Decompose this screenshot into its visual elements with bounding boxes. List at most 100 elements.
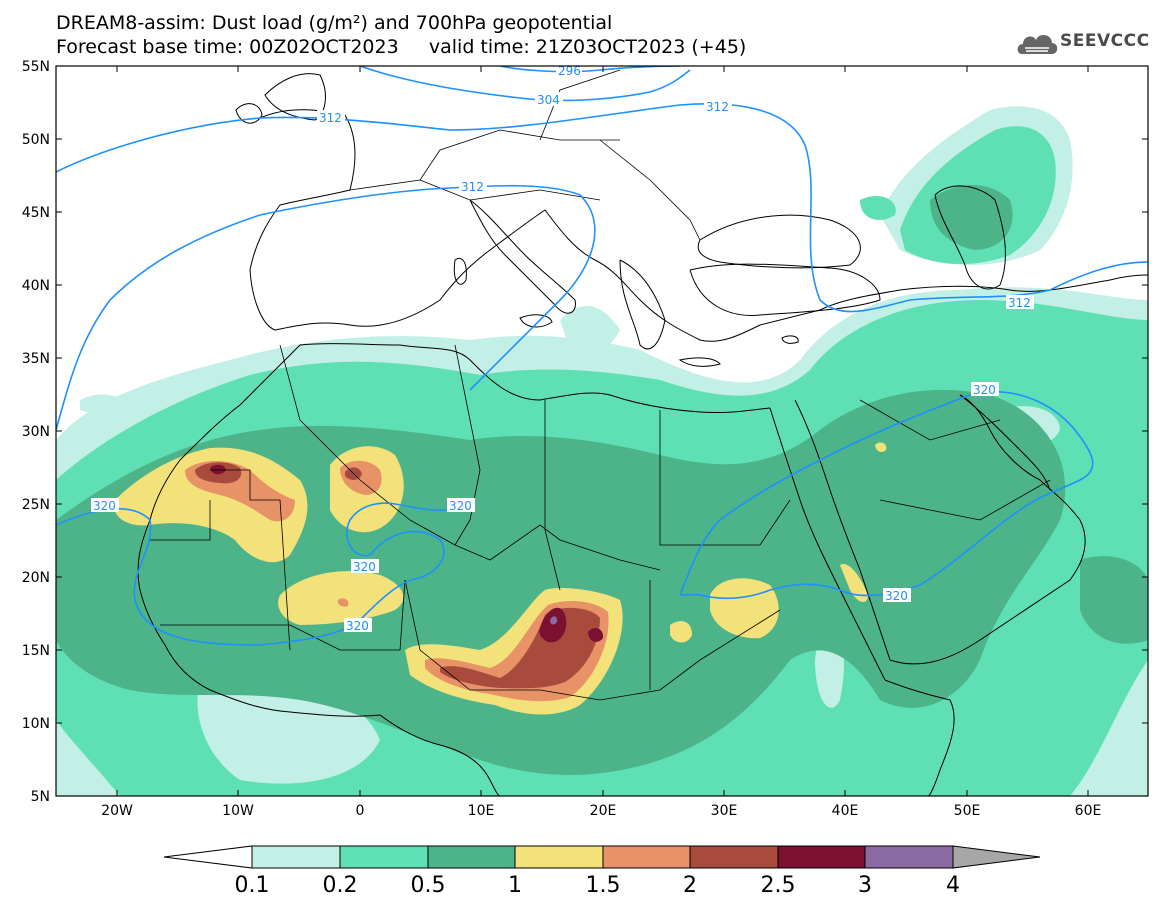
lat-label: 25N	[22, 497, 50, 513]
title-line-2: Forecast base time: 00Z02OCT2023 valid t…	[56, 36, 746, 58]
coastline-black-sea	[697, 214, 861, 269]
latitude-labels: 55N 50N 45N 40N 35N 30N 25N 20N 15N 10N …	[22, 59, 50, 805]
dust-level-2.5	[539, 607, 567, 643]
dust-level-1	[278, 571, 404, 625]
coastline-west-africa	[137, 404, 381, 717]
colorbar-label: 2.5	[761, 873, 796, 898]
lon-label: 10E	[468, 803, 495, 819]
lon-label: 50E	[954, 803, 981, 819]
axis-ticks	[56, 65, 1148, 797]
coastlines	[137, 73, 1148, 796]
coastline-persian-gulf	[959, 394, 1051, 491]
border	[539, 609, 781, 701]
coastline-crete	[678, 357, 721, 367]
lon-label: 30E	[711, 803, 738, 819]
dust-level-0.1	[80, 394, 130, 414]
border	[544, 400, 561, 591]
colorbar-label: 2	[683, 873, 697, 898]
title-line-1: DREAM8-assim: Dust load (g/m²) and 700hP…	[56, 12, 613, 34]
coastline-cyprus	[781, 335, 799, 344]
lat-label: 45N	[22, 205, 50, 221]
border	[210, 469, 291, 651]
lat-label: 30N	[22, 424, 50, 440]
contour-label-304: 304	[537, 93, 560, 107]
contour-label-320: 320	[353, 560, 376, 574]
border	[150, 500, 211, 541]
colorbar-swatch	[777, 845, 866, 869]
colorbar: 0.1 0.2 0.5 1 1.5 2 2.5 3 4	[163, 845, 1041, 898]
seevccc-logo-text: SEEVCCC	[1060, 31, 1150, 51]
colorbar-swatch	[251, 845, 341, 869]
border	[859, 399, 1001, 441]
cloud-icon	[1017, 34, 1058, 54]
dust-level-0.2	[860, 195, 896, 220]
contour-label-312: 312	[461, 180, 484, 194]
border	[454, 344, 481, 546]
colorbar-lower-arrow	[163, 845, 253, 869]
coastline-arabia	[889, 394, 1086, 665]
lat-label: 5N	[31, 789, 50, 805]
lat-label: 10N	[22, 716, 50, 732]
coastline-europe	[249, 109, 1148, 342]
lon-label: 60E	[1075, 803, 1102, 819]
lon-label: 10W	[222, 803, 254, 819]
coastline-gulf-of-guinea	[379, 714, 501, 796]
colorbar-swatch	[602, 845, 691, 869]
colorbar-label: 3	[858, 873, 872, 898]
dust-level-1	[875, 442, 887, 453]
border	[599, 139, 701, 241]
lon-label: 0	[356, 803, 365, 819]
lon-label: 20W	[101, 803, 133, 819]
colorbar-label: 4	[946, 873, 960, 898]
dust-level-2.5	[210, 464, 226, 475]
border	[879, 479, 1051, 521]
lat-label: 55N	[22, 59, 50, 75]
coastline-horn-of-africa	[884, 679, 955, 796]
dust-level-1	[670, 621, 692, 643]
border	[160, 579, 406, 651]
colorbar-swatch	[864, 845, 954, 869]
contour-label-312: 312	[706, 100, 729, 114]
border	[404, 579, 540, 691]
coastline-turkey	[689, 263, 881, 316]
lat-label: 50N	[22, 132, 50, 148]
border	[279, 344, 411, 521]
lat-label: 40N	[22, 278, 50, 294]
contour-320-main	[56, 502, 471, 646]
lat-label: 20N	[22, 570, 50, 586]
colorbar-label: 0.1	[235, 873, 270, 898]
coastline-sicily	[519, 314, 553, 328]
colorbar-label: 0.2	[323, 873, 358, 898]
contour-312-north	[56, 102, 1148, 313]
dust-level-0.1	[560, 306, 620, 354]
border	[349, 129, 620, 191]
coastline-italy	[469, 199, 576, 314]
colorbar-label: 1	[508, 873, 522, 898]
contour-320-east	[679, 391, 1094, 600]
lon-label: 40E	[832, 803, 859, 819]
contour-312-south	[56, 184, 596, 431]
colorbar-swatch	[514, 845, 604, 869]
contour-label-320: 320	[973, 383, 996, 397]
dust-level-2.5	[588, 628, 604, 642]
border	[659, 410, 760, 546]
contour-label-312: 312	[1008, 296, 1031, 310]
coastline-north-africa	[239, 343, 771, 414]
dust-fill-layer	[56, 66, 1148, 796]
contour-label-320: 320	[885, 589, 908, 603]
dust-level-1	[114, 447, 308, 563]
contour-label-296: 296	[558, 64, 581, 78]
country-borders	[150, 69, 1051, 701]
dust-level-3	[550, 616, 558, 625]
coastline-greece	[619, 259, 666, 350]
coastline-british-isles	[264, 73, 326, 121]
coastline-caspian	[934, 185, 1006, 290]
contour-label-320: 320	[346, 619, 369, 633]
coastline-red-sea-east	[794, 399, 891, 661]
colorbar-swatch	[689, 845, 779, 869]
colorbar-swatch	[339, 845, 429, 869]
dust-level-1	[840, 564, 868, 602]
dust-level-1.5	[337, 598, 349, 607]
contour-label-312: 312	[319, 111, 342, 125]
lon-label: 20E	[590, 803, 617, 819]
